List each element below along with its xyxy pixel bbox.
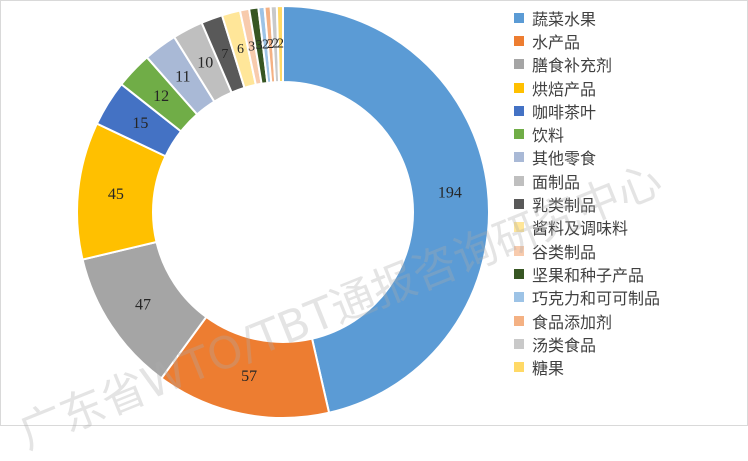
legend-label: 汤类食品 [532,335,597,355]
legend-item: 面制品 [514,169,734,192]
legend-swatch [514,105,524,116]
slice-0 [282,4,490,414]
data-label-0: 194 [438,185,462,202]
legend-label: 糖果 [532,359,565,379]
legend-label: 烘焙产品 [532,79,597,99]
data-label-3: 45 [108,186,124,203]
data-label-14: 2 [272,37,279,52]
data-label-4: 15 [132,115,148,132]
legend-item: 坚果和种子产品 [514,262,734,285]
legend: 蔬菜水果水产品膳食补充剂烘焙产品咖啡茶叶饮料其他零食面制品乳类制品酱料及调味料谷… [514,6,734,379]
legend-item: 蔬菜水果 [514,6,734,29]
legend-label: 面制品 [532,172,581,192]
legend-swatch [514,268,524,279]
legend-item: 糖果 [514,355,734,378]
legend-label: 其他零食 [532,149,597,169]
data-label-2: 47 [135,296,151,313]
data-label-9: 6 [237,42,244,57]
data-label-7: 10 [197,55,213,72]
legend-item: 汤类食品 [514,332,734,355]
legend-swatch [514,245,524,256]
legend-swatch [514,315,524,326]
legend-swatch [514,12,524,23]
legend-swatch [514,175,524,186]
legend-label: 谷类制品 [532,242,597,262]
legend-swatch [514,222,524,233]
legend-swatch [514,292,524,303]
legend-label: 巧克力和可可制品 [532,289,661,309]
legend-swatch [514,338,524,349]
legend-swatch [514,199,524,210]
legend-item: 膳食补充剂 [514,53,734,76]
data-label-5: 12 [153,88,169,105]
legend-swatch [514,59,524,70]
data-label-15: 2 [277,37,284,52]
legend-label: 食品添加剂 [532,312,613,332]
legend-label: 蔬菜水果 [532,9,597,29]
slice-15 [275,4,284,84]
legend-item: 咖啡茶叶 [514,99,734,122]
data-label-10: 3 [248,39,255,54]
data-label-6: 11 [175,69,190,86]
legend-swatch [514,35,524,46]
data-label-12: 2 [262,37,269,52]
legend-label: 酱料及调味料 [532,219,629,239]
legend-item: 饮料 [514,122,734,145]
data-label-13: 2 [267,37,274,52]
legend-label: 乳类制品 [532,196,597,216]
legend-item: 酱料及调味料 [514,216,734,239]
legend-label: 膳食补充剂 [532,56,613,76]
legend-item: 乳类制品 [514,192,734,215]
slice-group [76,4,490,419]
legend-swatch [514,362,524,373]
legend-item: 烘焙产品 [514,76,734,99]
legend-swatch [514,129,524,140]
legend-item: 谷类制品 [514,239,734,262]
legend-swatch [514,152,524,163]
legend-item: 水产品 [514,29,734,52]
legend-label: 水产品 [532,32,581,52]
data-label-1: 57 [241,368,257,385]
data-label-11: 3 [256,38,263,53]
legend-label: 坚果和种子产品 [532,265,645,285]
legend-item: 食品添加剂 [514,309,734,332]
legend-item: 其他零食 [514,146,734,169]
data-label-8: 7 [221,47,228,62]
legend-label: 饮料 [532,126,565,146]
legend-swatch [514,82,524,93]
legend-item: 巧克力和可可制品 [514,286,734,309]
legend-label: 咖啡茶叶 [532,102,597,122]
